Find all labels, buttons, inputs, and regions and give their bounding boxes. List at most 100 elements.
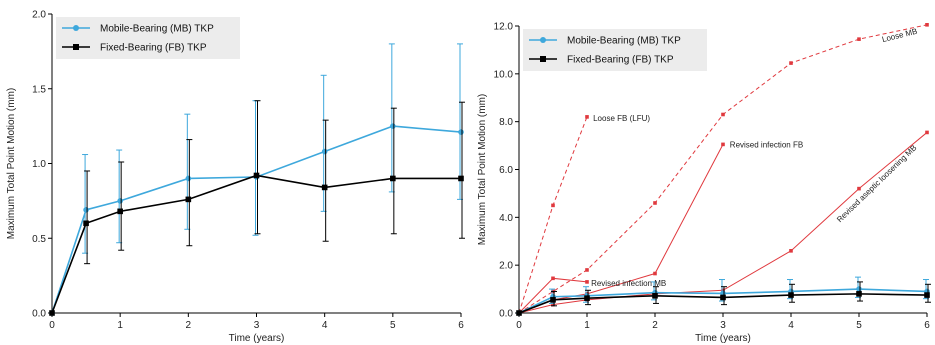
data-point — [117, 198, 123, 204]
data-point — [925, 23, 929, 27]
y-tick-label: 6.0 — [499, 165, 513, 176]
annotation-label: Revised aseptic loosening MB — [835, 143, 918, 224]
x-tick-label: 2 — [186, 320, 192, 331]
data-point — [652, 292, 658, 299]
data-point — [458, 129, 464, 135]
legend: Mobile-Bearing (MB) TKP Fixed-Bearing (FB… — [523, 29, 707, 71]
x-axis-label: Time (years) — [229, 333, 285, 344]
x-tick-label: 3 — [720, 320, 726, 331]
y-tick-label: 12.0 — [494, 22, 514, 33]
data-point — [856, 286, 862, 292]
y-tick-label: 2.0 — [32, 10, 46, 21]
data-point — [788, 292, 794, 298]
series-mobile-bearing — [49, 43, 464, 316]
y-tick-label: 0.5 — [32, 234, 46, 245]
legend-marker — [540, 37, 546, 43]
data-point — [321, 184, 328, 191]
x-tick-label: 6 — [924, 320, 930, 331]
x-tick-label: 4 — [322, 320, 328, 331]
series-line — [518, 24, 928, 314]
series-line — [518, 293, 928, 314]
legend: Mobile-Bearing (MB) TKP Fixed-Bearing (FB… — [56, 17, 240, 59]
data-point — [551, 276, 555, 281]
data-point — [49, 310, 55, 316]
series-line — [51, 125, 462, 314]
x-tick-label: 6 — [458, 320, 464, 331]
data-point — [720, 294, 726, 301]
x-tick-label: 3 — [254, 320, 260, 331]
annotation-label: Loose FB (LFU) — [593, 114, 650, 123]
legend-label: Fixed-Bearing (FB) TKP — [100, 43, 207, 54]
x-tick-label: 1 — [584, 320, 590, 331]
annotation-label: Revised infection FB — [730, 140, 803, 149]
data-point — [585, 280, 589, 284]
legend-box — [56, 17, 240, 59]
data-point — [721, 112, 725, 117]
x-tick-label: 1 — [117, 320, 123, 331]
legend-label: Fixed-Bearing (FB) TKP — [567, 55, 674, 66]
series-red-6 — [518, 276, 589, 314]
series-line — [51, 174, 461, 314]
data-point — [924, 292, 930, 298]
y-tick-label: 1.5 — [32, 84, 46, 95]
data-point — [789, 249, 793, 253]
series-line — [518, 132, 928, 314]
data-point — [458, 175, 464, 182]
x-tick-label: 5 — [856, 320, 862, 331]
x-axis-label: Time (years) — [695, 333, 751, 344]
x-tick-label: 0 — [49, 320, 55, 331]
chart-2: 0.0 2.0 4.0 6.0 8.0 10.0 12.0 0 1 2 3 4 5 6 Time (year… — [477, 22, 931, 344]
data-point — [516, 310, 522, 316]
x-tick-label: 0 — [516, 320, 522, 331]
data-point — [117, 208, 123, 215]
data-point — [857, 37, 861, 41]
data-point — [721, 288, 725, 293]
legend-box — [523, 29, 707, 71]
x-tick-label: 5 — [390, 320, 396, 331]
legend-label: Mobile-Bearing (MB) TKP — [100, 24, 214, 35]
data-point — [185, 175, 192, 182]
data-point — [653, 201, 657, 205]
data-point — [185, 196, 192, 203]
data-point — [856, 291, 862, 297]
data-point — [390, 123, 396, 129]
data-point — [83, 220, 89, 227]
annotation-label: Revised infection MB — [591, 279, 666, 288]
y-tick-label: 8.0 — [499, 117, 513, 128]
legend-marker — [73, 44, 79, 50]
series-red-2 — [518, 115, 589, 314]
series-line — [518, 288, 928, 314]
series-fixed-bearing — [49, 100, 465, 316]
series-fixed-bearing — [516, 281, 931, 316]
data-point — [390, 175, 396, 182]
legend-marker — [73, 25, 79, 31]
annotation-label: Loose MB — [881, 27, 918, 44]
legend-label: Mobile-Bearing (MB) TKP — [567, 36, 681, 47]
data-point — [857, 186, 861, 191]
y-tick-label: 0.0 — [32, 309, 46, 320]
data-point — [653, 271, 657, 276]
data-point — [321, 148, 328, 155]
data-point — [584, 295, 590, 301]
data-point — [253, 172, 260, 179]
y-tick-label: 4.0 — [499, 213, 513, 224]
y-tick-label: 0.0 — [499, 309, 513, 320]
series-red-5 — [518, 130, 929, 314]
y-tick-label: 10.0 — [494, 69, 514, 80]
data-point — [585, 115, 589, 119]
y-axis-label: Maximum Total Point Motion (mm) — [6, 88, 17, 240]
legend-marker — [540, 56, 546, 62]
y-tick-label: 2.0 — [499, 261, 513, 272]
series-line — [518, 116, 588, 314]
y-axis-label: Maximum Total Point Motion (mm) — [477, 94, 488, 246]
data-point — [551, 203, 555, 208]
data-point — [925, 130, 929, 135]
x-tick-label: 4 — [788, 320, 794, 331]
data-point — [585, 268, 589, 272]
data-point — [789, 61, 793, 65]
chart-1: 0.0 0.5 1.0 1.5 2.0 0 1 2 3 4 5 6 Time (years) Maximu… — [6, 10, 465, 344]
x-tick-label: 2 — [652, 320, 658, 331]
data-point — [721, 142, 725, 147]
data-point — [551, 302, 555, 307]
